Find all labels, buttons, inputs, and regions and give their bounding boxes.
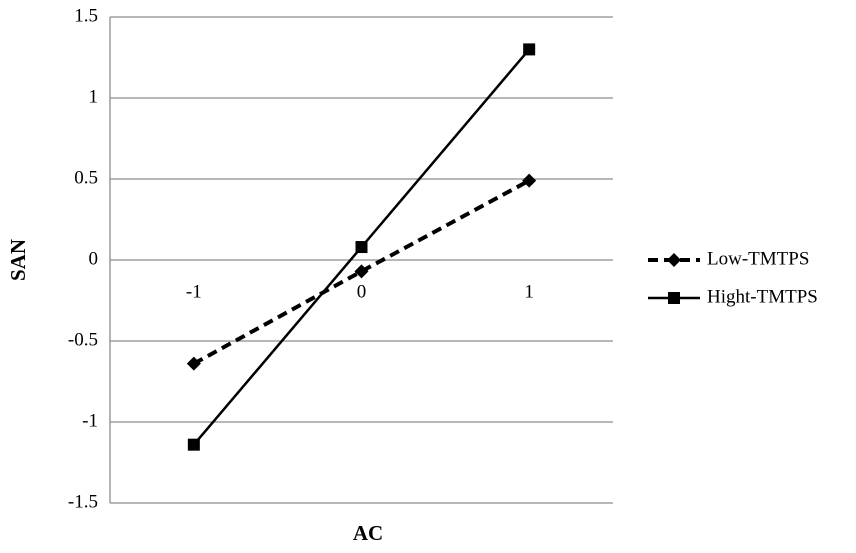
x-tick-label: 1 — [524, 281, 534, 302]
marker — [523, 43, 536, 56]
legend-label: Low-TMTPS — [707, 248, 809, 269]
y-tick-label: -1.5 — [68, 491, 98, 512]
y-tick-label: 0 — [89, 248, 99, 269]
x-tick-label: 0 — [357, 281, 367, 302]
marker — [186, 356, 201, 371]
x-axis-title: AC — [353, 521, 383, 545]
marker — [667, 253, 681, 267]
x-tick-label: -1 — [186, 281, 202, 302]
y-tick-label: 1 — [89, 86, 99, 107]
y-tick-label: -0.5 — [68, 329, 98, 350]
marker — [522, 173, 537, 188]
marker — [668, 292, 680, 304]
marker — [187, 438, 200, 451]
y-axis-title: SAN — [6, 239, 30, 281]
y-tick-label: -1 — [82, 410, 98, 431]
marker — [355, 241, 368, 254]
legend-label: Hight-TMTPS — [707, 286, 818, 307]
y-tick-label: 0.5 — [74, 167, 98, 188]
marker — [354, 264, 369, 279]
y-tick-label: 1.5 — [74, 5, 98, 26]
